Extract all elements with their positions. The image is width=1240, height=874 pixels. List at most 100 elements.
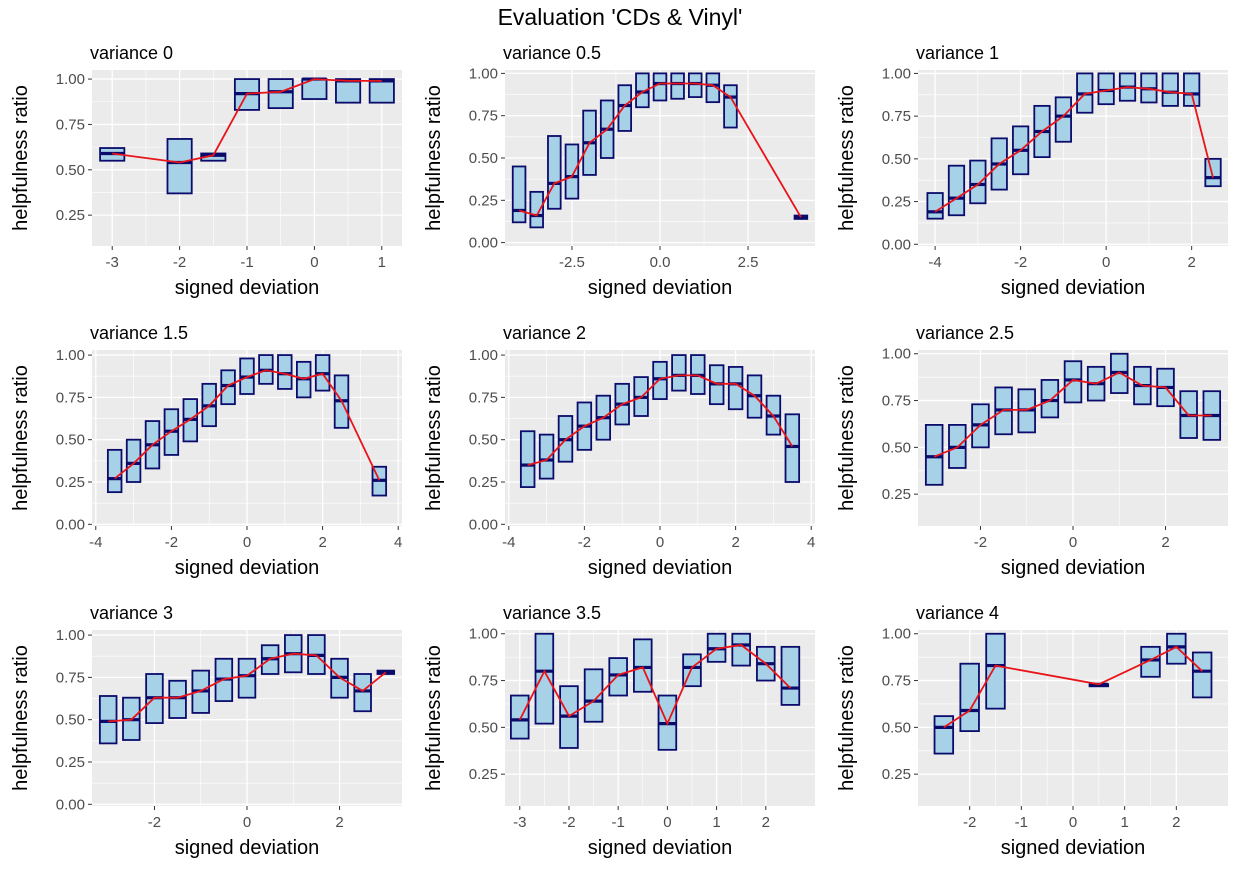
box: [511, 165, 527, 224]
x-tick-label: 1: [1120, 814, 1128, 831]
x-tick-label: 2: [1161, 534, 1169, 551]
x-tick-label: -2: [165, 534, 178, 551]
x-axis-title: signed deviation: [1001, 557, 1146, 579]
y-tick-label: 0.75: [469, 389, 498, 406]
box: [166, 138, 193, 195]
panel-title: variance 0: [90, 43, 173, 63]
panel-4: -4 -2 0 2 4 0.00 0.25 0.50 0.75 1.00 variance 1.5 s…: [10, 323, 402, 579]
x-tick-label: -1: [1015, 814, 1028, 831]
y-tick-label: 1.00: [469, 65, 498, 82]
x-tick-label: 0: [656, 534, 664, 551]
y-tick-label: 0.25: [469, 766, 498, 783]
box: [564, 143, 580, 200]
y-tick-label: 0.75: [469, 673, 498, 690]
y-tick-label: 1.00: [56, 71, 85, 88]
y-tick-label: 0.00: [56, 516, 85, 533]
y-tick-label: 0.50: [469, 719, 498, 736]
box: [106, 448, 123, 494]
box: [933, 715, 955, 755]
box: [959, 662, 980, 733]
box: [1191, 651, 1213, 699]
y-tick-label: 0.50: [469, 150, 498, 167]
x-tick-label: 4: [394, 534, 402, 551]
y-tick-label: 0.75: [882, 673, 911, 690]
trend-line: [518, 644, 792, 726]
box: [98, 695, 118, 745]
box: [267, 78, 294, 110]
y-tick-label: 0.00: [469, 516, 498, 533]
x-tick-label: 0: [1069, 534, 1077, 551]
box: [237, 657, 257, 699]
x-axis-title: signed deviation: [175, 837, 320, 859]
y-tick-label: 0.25: [882, 766, 911, 783]
x-axis-title: signed deviation: [175, 277, 320, 299]
y-axis-title: helpfulness ratio: [836, 365, 858, 511]
panel-6: -2 0 2 0.25 0.50 0.75 1.00 variance 2.5 signed d…: [836, 323, 1228, 579]
x-tick-label: 2.5: [738, 254, 759, 271]
y-tick-label: 0.00: [882, 236, 911, 253]
y-tick-label: 0.75: [469, 108, 498, 125]
y-tick-label: 0.75: [56, 389, 85, 406]
box: [985, 632, 1006, 710]
box: [780, 645, 801, 706]
x-tick-label: -4: [928, 254, 941, 271]
y-tick-label: 0.75: [56, 116, 85, 133]
panel-title: variance 2.5: [916, 323, 1014, 343]
box: [583, 668, 604, 723]
trend-line: [527, 374, 794, 466]
box: [617, 84, 633, 132]
y-tick-label: 0.25: [882, 194, 911, 211]
x-tick-label: 2: [1172, 814, 1180, 831]
y-axis-title: helpfulness ratio: [10, 365, 32, 511]
x-tick-label: -4: [89, 534, 102, 551]
trend-line: [518, 82, 802, 218]
panel-title: variance 1: [916, 43, 999, 63]
box: [1183, 72, 1201, 107]
panel-8: -3 -2 -1 0 1 2 0.25 0.50 0.75 1.00 variance 3.5 sig…: [423, 603, 815, 859]
box: [608, 657, 628, 697]
panel-9: -2 -1 0 1 2 0.25 0.50 0.75 1.00 variance 4 signed …: [836, 603, 1228, 859]
box: [1040, 379, 1060, 419]
x-tick-label: -2: [974, 534, 987, 551]
trend-line: [108, 652, 387, 723]
panel-title: variance 3: [90, 603, 173, 623]
x-tick-label: -3: [513, 814, 526, 831]
y-axis-title: helpfulness ratio: [10, 645, 32, 791]
panel-2: -2.5 0.0 2.5 0.00 0.25 0.50 0.75 1.00 variance 0…: [423, 43, 815, 299]
y-tick-label: 0.75: [882, 393, 911, 410]
x-tick-label: -2: [963, 814, 976, 831]
trend-line: [933, 371, 1212, 458]
y-axis-title: helpfulness ratio: [836, 645, 858, 791]
panel-title: variance 2: [503, 323, 586, 343]
trend-line: [112, 78, 382, 164]
box: [969, 159, 987, 205]
figure-title: Evaluation 'CDs & Vinyl': [497, 4, 743, 30]
x-tick-label: 4: [807, 534, 815, 551]
y-tick-label: 0.25: [882, 486, 911, 503]
panel-background: [918, 70, 1228, 246]
x-tick-label: -2: [1014, 254, 1027, 271]
y-axis-title: helpfulness ratio: [10, 85, 32, 231]
x-tick-label: -2: [578, 534, 591, 551]
y-axis-title: helpfulness ratio: [423, 85, 445, 231]
y-tick-label: 0.75: [882, 108, 911, 125]
box: [947, 164, 966, 217]
panel-1: -3 -2 -1 0 1 0.25 0.50 0.75 1.00 variance 0 signed…: [10, 43, 402, 299]
box: [731, 632, 751, 667]
y-tick-label: 0.50: [882, 151, 911, 168]
y-tick-label: 0.25: [56, 754, 85, 771]
panel-title: variance 4: [916, 603, 999, 623]
box: [633, 638, 653, 693]
trend-line: [114, 369, 381, 481]
x-tick-label: 0: [243, 534, 251, 551]
y-tick-label: 0.25: [56, 207, 85, 224]
x-tick-label: 0: [310, 254, 318, 271]
y-tick-label: 1.00: [56, 627, 85, 644]
box: [368, 78, 395, 104]
box: [353, 673, 372, 713]
x-tick-label: 1: [712, 814, 720, 831]
x-axis-title: signed deviation: [1001, 277, 1146, 299]
panel-5: -4 -2 0 2 4 0.00 0.25 0.50 0.75 1.00 variance 2 sig…: [423, 323, 815, 579]
box: [220, 369, 236, 406]
